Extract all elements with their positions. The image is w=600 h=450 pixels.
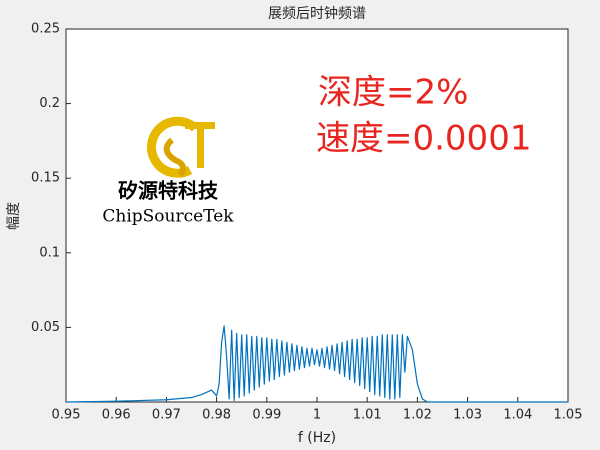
x-tick-label: 1.04	[503, 408, 532, 423]
data-line	[65, 325, 568, 403]
logo-text: 矽源特科技	[118, 179, 219, 203]
y-tick-label: 0.2	[39, 96, 60, 111]
chart-title: 展频后时钟频谱	[268, 5, 366, 22]
y-tick-label: 0.1	[39, 245, 60, 260]
y-tick-label: 0.25	[31, 22, 60, 37]
annotation: 深度=2%	[318, 73, 468, 113]
x-tick-label: 1	[313, 408, 321, 423]
logo	[147, 116, 215, 178]
logo-arc	[147, 116, 199, 178]
y-tick-label: 0.15	[31, 171, 60, 186]
x-tick-label: 0.95	[52, 408, 81, 423]
x-axis-label: f (Hz)	[298, 430, 336, 446]
x-tick-label: 1.01	[353, 408, 382, 423]
y-axis-label: 幅度	[6, 202, 22, 230]
logo-t-stem	[197, 122, 204, 168]
plot-area	[65, 28, 569, 403]
y-tick-label: 0.05	[31, 320, 60, 335]
x-tick-label: 1.03	[453, 408, 482, 423]
x-tick-label: 1.02	[403, 408, 432, 423]
x-tick-label: 0.98	[202, 408, 231, 423]
x-tick-label: 0.99	[252, 408, 281, 423]
logo-text: ChipSourceTek	[102, 207, 234, 227]
x-tick-label: 0.97	[152, 408, 181, 423]
x-tick-label: 0.96	[102, 408, 131, 423]
x-tick-label: 1.05	[554, 408, 583, 423]
logo-s	[163, 137, 187, 177]
annotation: 速度=0.0001	[316, 119, 531, 159]
